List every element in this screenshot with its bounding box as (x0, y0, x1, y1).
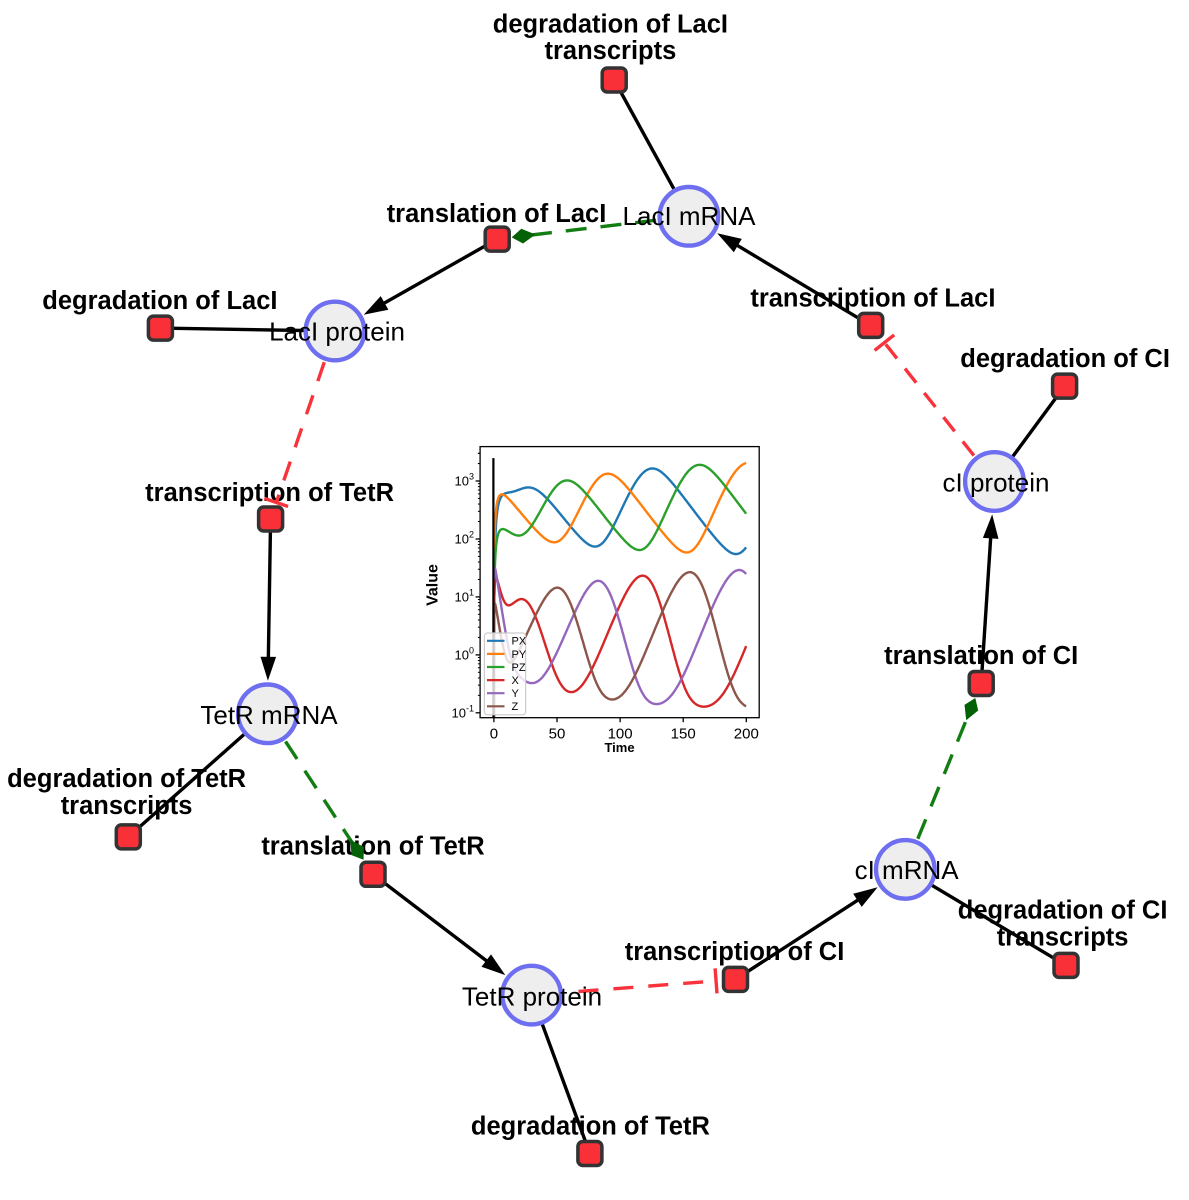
svg-text:0: 0 (490, 726, 498, 743)
svg-text:transcripts: transcripts (545, 37, 677, 65)
svg-text:degradation of TetR: degradation of TetR (7, 765, 246, 793)
svg-text:Z: Z (512, 701, 519, 713)
svg-text:translation of TetR: translation of TetR (261, 832, 484, 860)
svg-text:transcription of LacI: transcription of LacI (750, 285, 995, 313)
svg-text:degradation of LacI: degradation of LacI (42, 287, 277, 315)
svg-text:PY: PY (512, 649, 527, 661)
svg-text:degradation of TetR: degradation of TetR (471, 1113, 710, 1141)
svg-text:translation of LacI: translation of LacI (387, 200, 607, 228)
svg-text:150: 150 (671, 726, 696, 743)
svg-text:degradation of CI: degradation of CI (960, 345, 1170, 373)
svg-text:cI mRNA: cI mRNA (855, 855, 960, 885)
svg-text:degradation of LacI: degradation of LacI (493, 11, 728, 39)
svg-text:Time: Time (604, 740, 634, 755)
svg-text:TetR mRNA: TetR mRNA (200, 700, 338, 730)
svg-text:200: 200 (734, 726, 759, 743)
svg-text:cI protein: cI protein (943, 467, 1050, 497)
svg-text:LacI protein: LacI protein (269, 316, 405, 346)
svg-text:TetR protein: TetR protein (462, 981, 602, 1011)
svg-text:Y: Y (512, 688, 520, 700)
svg-text:transcription of CI: transcription of CI (625, 938, 845, 966)
svg-text:100: 100 (608, 726, 633, 743)
svg-text:50: 50 (549, 726, 566, 743)
svg-text:PZ: PZ (512, 662, 526, 674)
svg-text:X: X (512, 675, 520, 687)
svg-text:Value: Value (425, 564, 442, 606)
svg-text:transcription of TetR: transcription of TetR (145, 479, 394, 507)
svg-text:PX: PX (512, 636, 527, 648)
svg-text:LacI mRNA: LacI mRNA (623, 201, 757, 231)
svg-text:transcripts: transcripts (61, 792, 193, 820)
